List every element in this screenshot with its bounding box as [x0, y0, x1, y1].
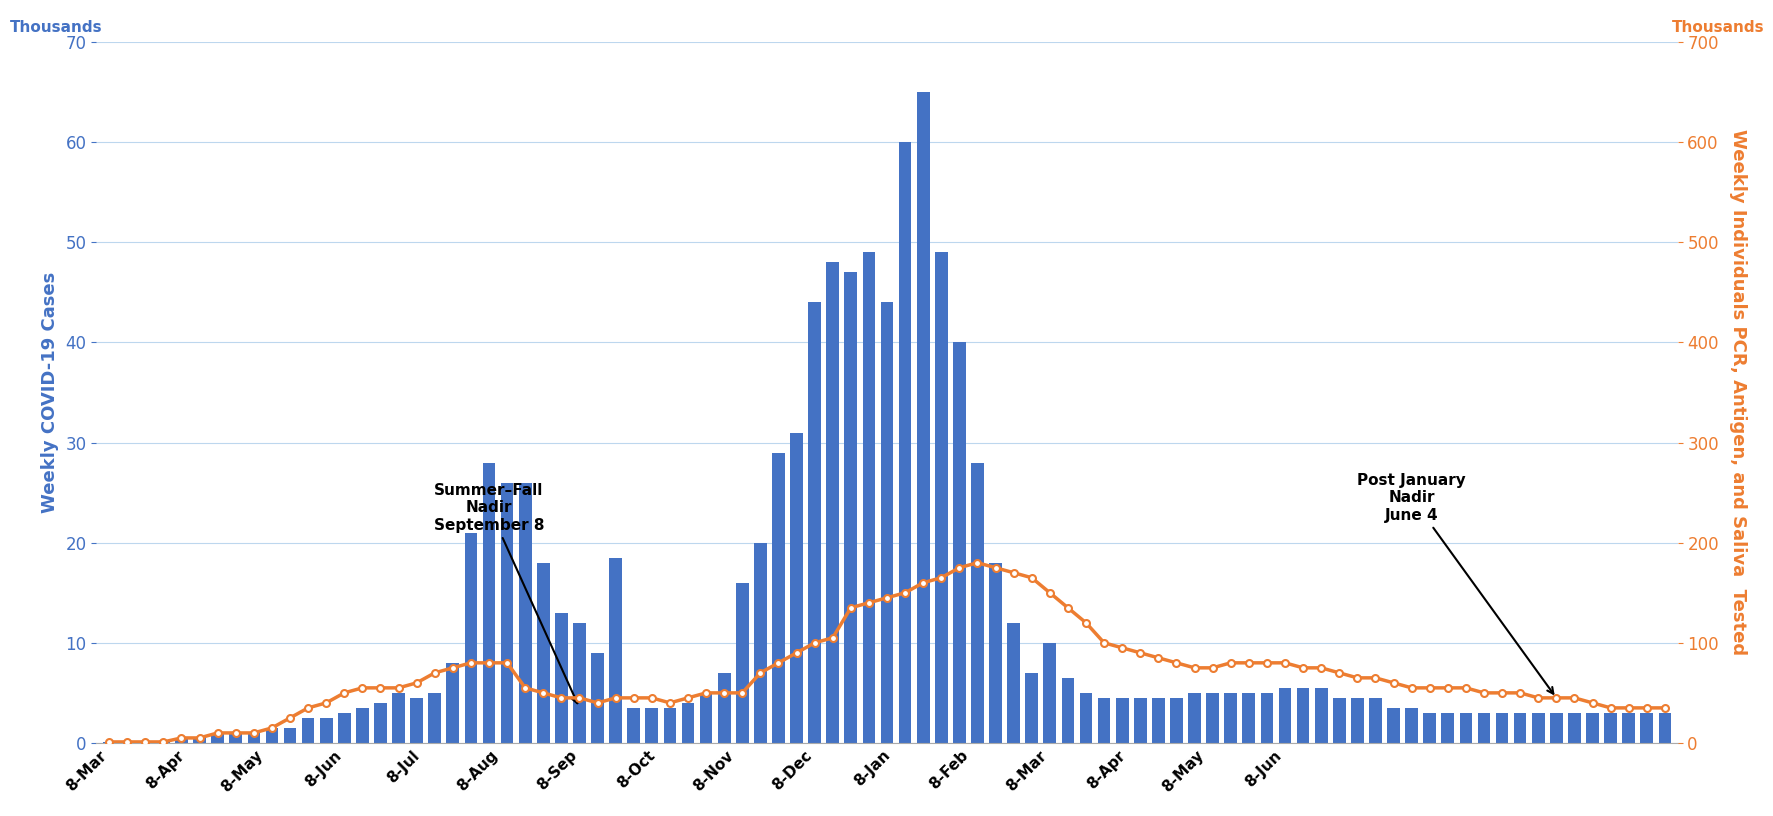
- Bar: [934, 252, 947, 743]
- Bar: [1459, 713, 1472, 743]
- Bar: [427, 693, 441, 743]
- Bar: [211, 733, 223, 743]
- Bar: [465, 533, 477, 743]
- Text: Thousands: Thousands: [1670, 20, 1764, 35]
- Bar: [1151, 698, 1165, 743]
- Bar: [1477, 713, 1489, 743]
- Y-axis label: Weekly Individuals PCR, Antigen, and Saliva  Tested: Weekly Individuals PCR, Antigen, and Sal…: [1727, 130, 1746, 655]
- Bar: [1043, 643, 1055, 743]
- Bar: [356, 708, 369, 743]
- Bar: [808, 303, 821, 743]
- Bar: [989, 563, 1002, 743]
- Bar: [1296, 688, 1308, 743]
- Bar: [319, 718, 332, 743]
- Bar: [284, 728, 296, 743]
- Bar: [248, 733, 261, 743]
- Bar: [1441, 713, 1454, 743]
- Text: Thousands: Thousands: [9, 20, 103, 35]
- Bar: [1133, 698, 1145, 743]
- Bar: [1532, 713, 1544, 743]
- Bar: [1223, 693, 1236, 743]
- Bar: [736, 583, 748, 743]
- Bar: [176, 738, 188, 743]
- Bar: [1567, 713, 1580, 743]
- Bar: [229, 733, 241, 743]
- Bar: [537, 563, 550, 743]
- Bar: [1025, 673, 1037, 743]
- Bar: [339, 713, 351, 743]
- Bar: [917, 92, 929, 743]
- Bar: [518, 482, 532, 743]
- Bar: [1351, 698, 1363, 743]
- Bar: [608, 557, 622, 743]
- Bar: [482, 463, 495, 743]
- Bar: [1422, 713, 1434, 743]
- Bar: [121, 742, 133, 743]
- Bar: [899, 142, 911, 743]
- Bar: [1241, 693, 1255, 743]
- Bar: [663, 708, 676, 743]
- Bar: [1206, 693, 1218, 743]
- Bar: [645, 708, 658, 743]
- Bar: [1369, 698, 1381, 743]
- Bar: [771, 453, 784, 743]
- Bar: [1658, 713, 1670, 743]
- Bar: [266, 728, 278, 743]
- Bar: [1170, 698, 1183, 743]
- Bar: [410, 698, 422, 743]
- Bar: [718, 673, 730, 743]
- Bar: [1188, 693, 1200, 743]
- Bar: [952, 343, 965, 743]
- Bar: [1314, 688, 1326, 743]
- Bar: [1512, 713, 1525, 743]
- Bar: [1261, 693, 1273, 743]
- Bar: [158, 742, 170, 743]
- Bar: [447, 663, 459, 743]
- Bar: [193, 738, 206, 743]
- Bar: [103, 742, 115, 743]
- Bar: [1278, 688, 1291, 743]
- Bar: [1060, 678, 1074, 743]
- Bar: [628, 708, 640, 743]
- Y-axis label: Weekly COVID-19 Cases: Weekly COVID-19 Cases: [41, 272, 59, 513]
- Bar: [1007, 623, 1019, 743]
- Bar: [699, 693, 713, 743]
- Bar: [1404, 708, 1417, 743]
- Bar: [844, 273, 856, 743]
- Bar: [1550, 713, 1562, 743]
- Bar: [1640, 713, 1652, 743]
- Bar: [1097, 698, 1110, 743]
- Bar: [970, 463, 984, 743]
- Bar: [500, 482, 512, 743]
- Bar: [1495, 713, 1507, 743]
- Bar: [1386, 708, 1399, 743]
- Bar: [138, 742, 151, 743]
- Bar: [555, 613, 567, 743]
- Bar: [1603, 713, 1615, 743]
- Bar: [590, 653, 603, 743]
- Text: Summer–Fall
Nadir
September 8: Summer–Fall Nadir September 8: [434, 483, 578, 703]
- Bar: [573, 623, 585, 743]
- Bar: [1115, 698, 1128, 743]
- Bar: [681, 703, 693, 743]
- Bar: [392, 693, 404, 743]
- Text: Post January
Nadir
June 4: Post January Nadir June 4: [1356, 473, 1553, 694]
- Bar: [1080, 693, 1092, 743]
- Bar: [1332, 698, 1346, 743]
- Bar: [879, 303, 894, 743]
- Bar: [374, 703, 387, 743]
- Bar: [754, 543, 766, 743]
- Bar: [862, 252, 874, 743]
- Bar: [1585, 713, 1597, 743]
- Bar: [789, 432, 803, 743]
- Bar: [301, 718, 314, 743]
- Bar: [1622, 713, 1635, 743]
- Bar: [826, 263, 839, 743]
